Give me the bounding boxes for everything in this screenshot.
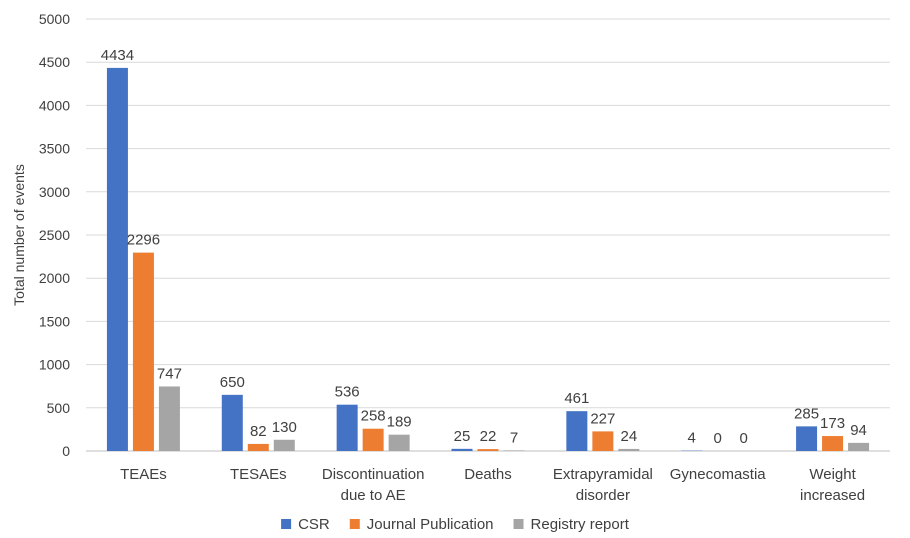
data-label: 258 — [361, 408, 386, 425]
x-category-label: Extrapyramidal — [553, 466, 653, 483]
data-label: 130 — [272, 419, 297, 436]
x-category-label: disorder — [576, 487, 630, 504]
legend-item: CSR — [281, 516, 330, 533]
data-label: 4434 — [101, 47, 134, 64]
x-category-label: Discontinuation — [322, 466, 425, 483]
data-label: 25 — [454, 428, 471, 445]
data-label: 2296 — [127, 232, 160, 249]
x-category-label: due to AE — [341, 487, 406, 504]
y-tick-label: 2000 — [39, 270, 70, 286]
legend: CSR Journal Publication Registry report — [281, 516, 630, 533]
y-tick-label: 1000 — [39, 357, 70, 373]
data-label: 285 — [794, 405, 819, 422]
x-category-label: increased — [800, 487, 865, 504]
data-label: 24 — [621, 428, 638, 445]
bar — [592, 431, 614, 451]
bar — [566, 411, 588, 451]
data-label: 536 — [335, 384, 360, 401]
x-category-label: TESAEs — [230, 466, 287, 483]
data-label: 4 — [688, 430, 696, 447]
data-label: 227 — [590, 410, 615, 427]
legend-swatch — [513, 519, 524, 529]
data-label: 0 — [740, 430, 748, 447]
bar — [336, 404, 358, 451]
category-label-layer: TEAEs TESAEs Discontinuation due to AE Death… — [120, 466, 865, 504]
x-category-label: Gynecomastia — [670, 466, 767, 483]
y-tick-label: 4500 — [39, 54, 70, 70]
bar — [796, 426, 818, 451]
legend-label: Registry report — [531, 516, 630, 533]
data-label: 650 — [220, 374, 245, 391]
legend-label: Journal Publication — [367, 516, 494, 533]
data-label: 22 — [480, 428, 497, 445]
legend-swatch — [349, 519, 360, 529]
bar — [106, 67, 128, 451]
y-tick-label: 1500 — [39, 313, 70, 329]
bar — [848, 442, 870, 451]
data-label: 461 — [564, 390, 589, 407]
bar — [477, 449, 499, 451]
y-tick-label: 2500 — [39, 227, 70, 243]
bar — [132, 252, 154, 451]
bar — [273, 439, 295, 451]
legend-swatch — [281, 519, 292, 529]
bar — [158, 386, 180, 451]
legend-item: Journal Publication — [349, 516, 494, 533]
bar — [451, 448, 473, 451]
bar — [362, 428, 384, 451]
data-label: 747 — [157, 365, 182, 382]
data-label: 82 — [250, 423, 267, 440]
bar — [618, 448, 640, 451]
data-label: 173 — [820, 415, 845, 432]
y-tick-label: 3000 — [39, 184, 70, 200]
y-tick-label: 5000 — [39, 11, 70, 27]
data-label: 0 — [714, 430, 722, 447]
data-label: 94 — [850, 422, 867, 439]
bar — [822, 436, 844, 451]
x-category-label: Weight — [809, 466, 856, 483]
y-axis-label: Total number of events — [11, 164, 27, 306]
y-tick-label: 500 — [47, 400, 71, 416]
bar-layer — [106, 67, 870, 451]
bar — [388, 434, 410, 451]
bar — [503, 450, 525, 451]
bar — [247, 443, 269, 451]
x-category-label: Deaths — [464, 466, 512, 483]
bar — [221, 394, 243, 451]
x-category-label: TEAEs — [120, 466, 167, 483]
y-tick-label: 0 — [62, 443, 70, 459]
data-label: 7 — [510, 429, 518, 446]
legend-label: CSR — [298, 516, 330, 533]
y-tick-label: 3500 — [39, 141, 70, 157]
legend-item: Registry report — [513, 516, 630, 533]
data-label: 189 — [387, 414, 412, 431]
y-tick-label: 4000 — [39, 97, 70, 113]
